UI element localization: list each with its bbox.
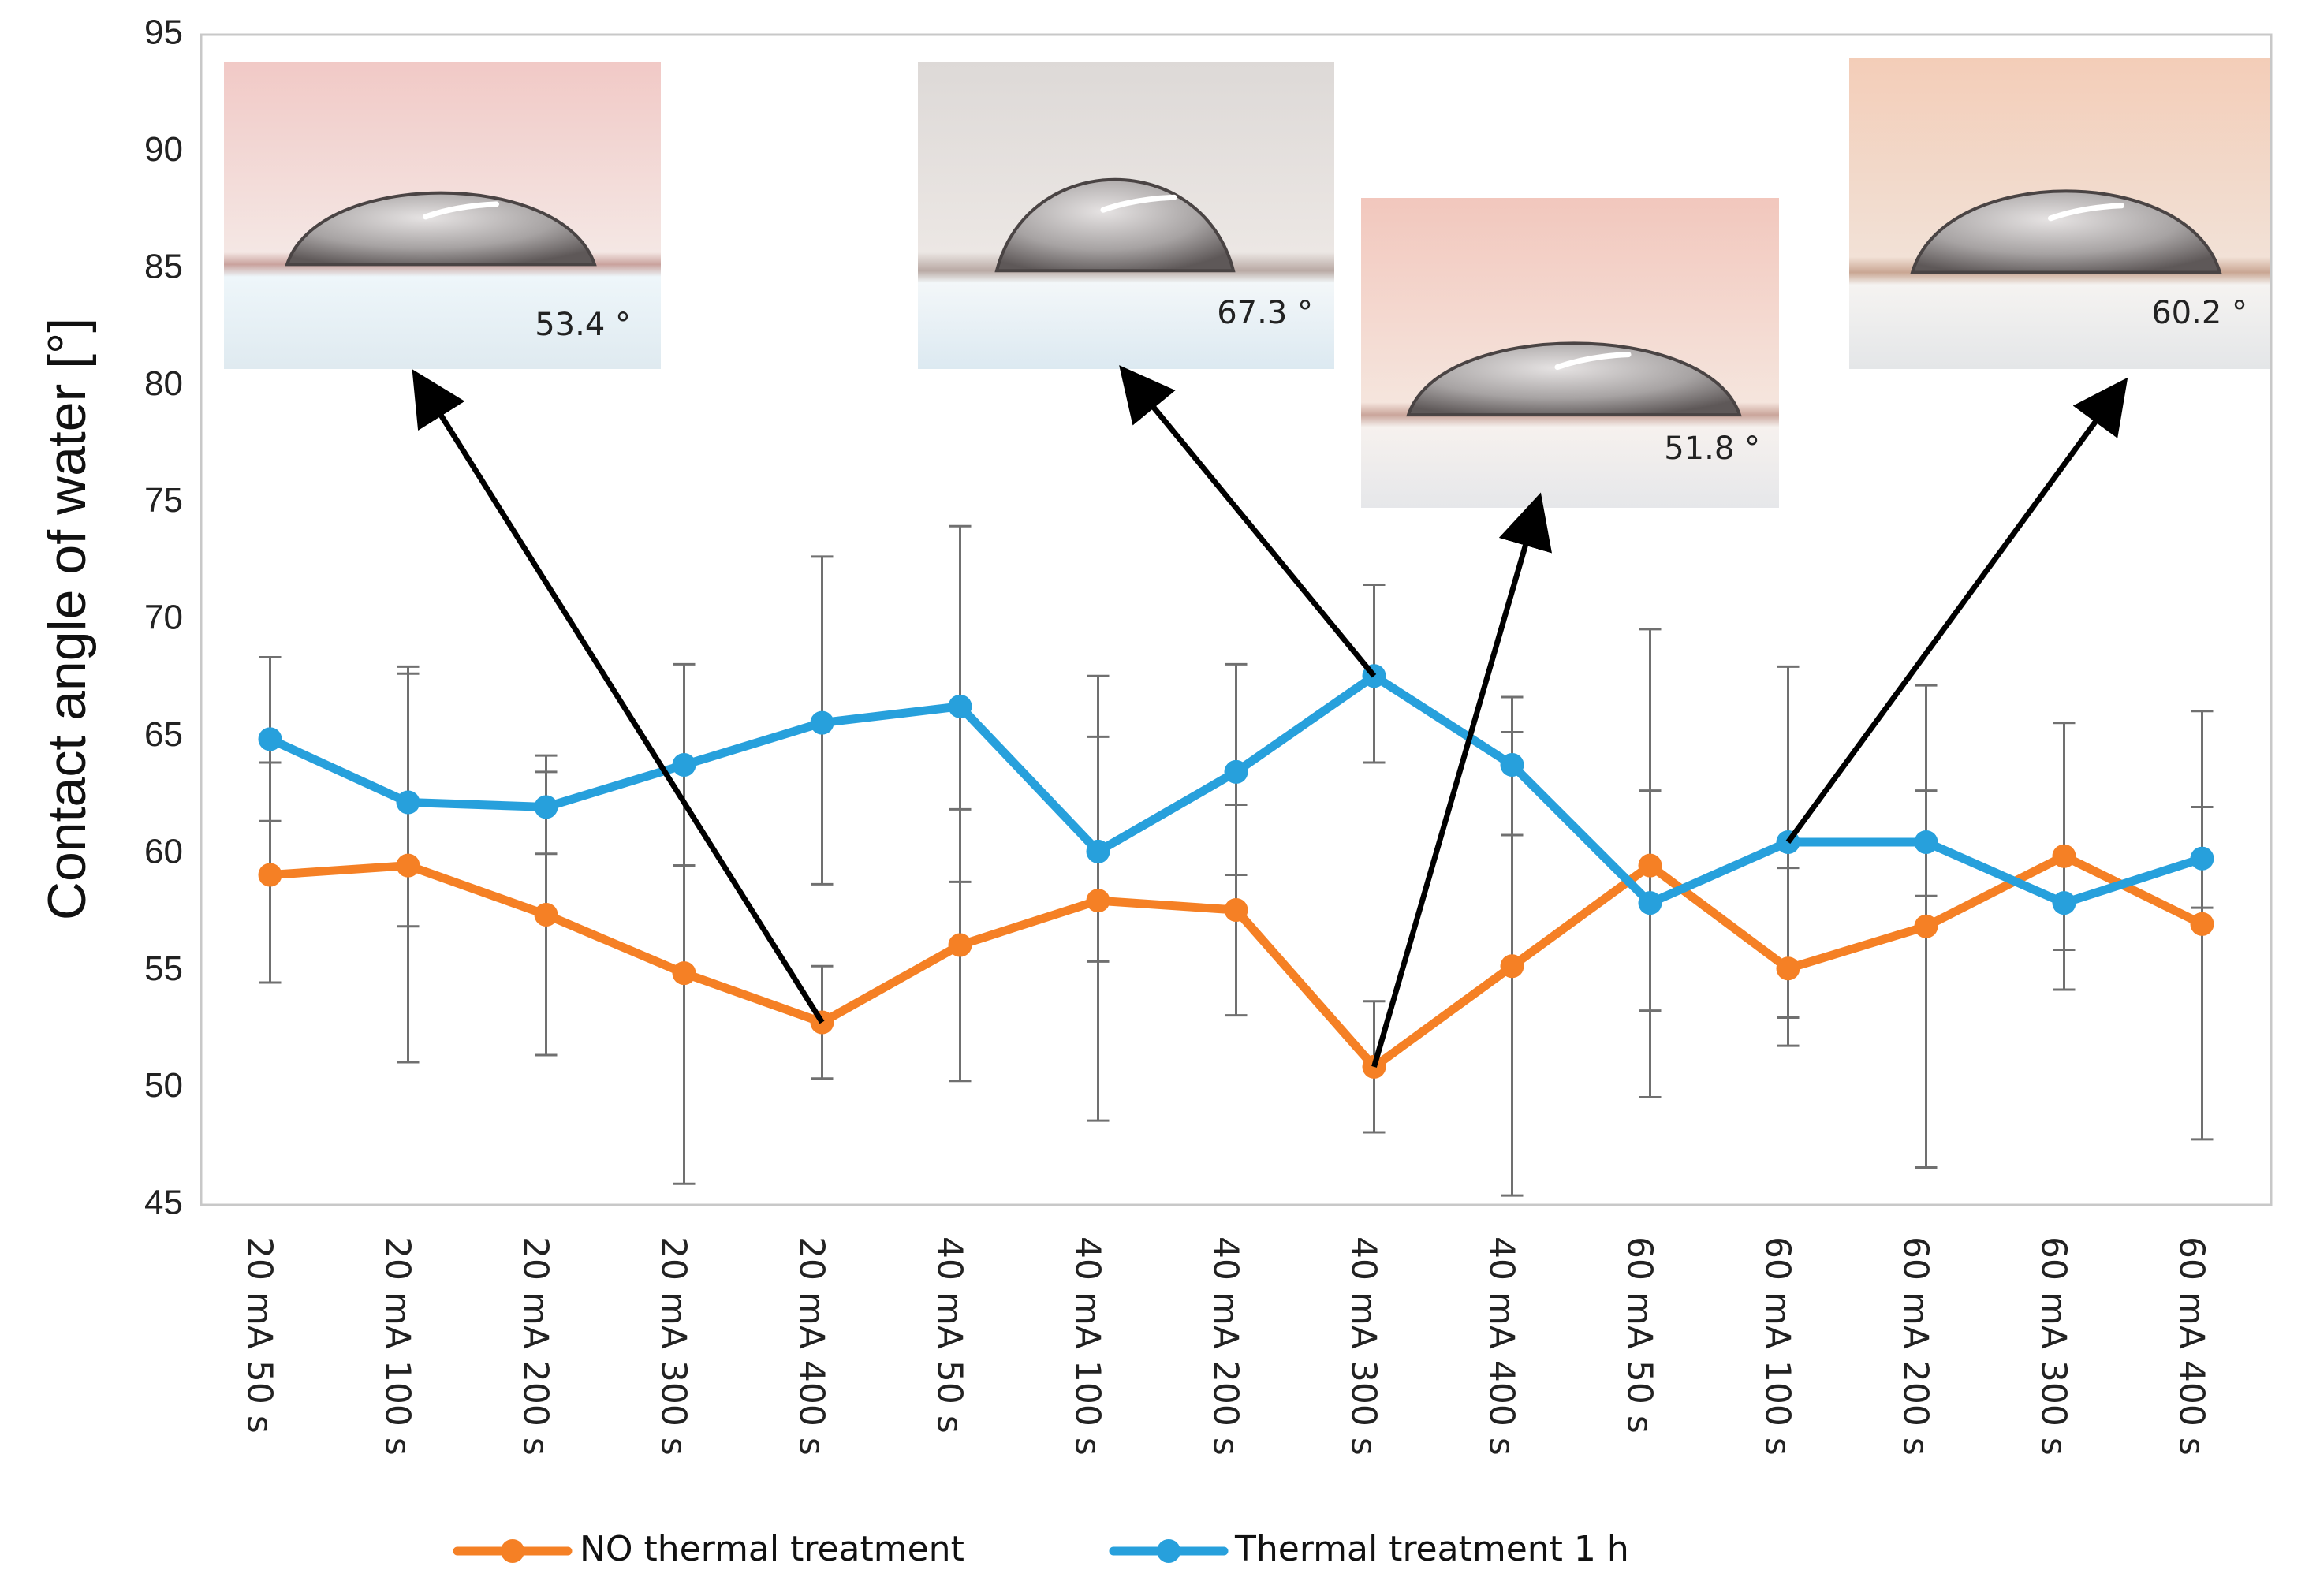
data-point-thermal-treatment-1h xyxy=(1914,830,1938,854)
droplet-photo: 67.3 ° xyxy=(918,62,1334,369)
contact-angle-value: 60.2 ° xyxy=(2151,295,2247,331)
y-tick-label: 50 xyxy=(144,1066,183,1105)
data-point-no-thermal-treatment xyxy=(948,933,972,957)
data-point-no-thermal-treatment xyxy=(2052,844,2076,868)
data-point-no-thermal-treatment xyxy=(2190,912,2214,936)
annotation-arrow xyxy=(1119,365,1377,678)
droplet-highlight xyxy=(2048,203,2124,222)
water-droplet xyxy=(1406,341,1742,417)
x-category-label: 20 mA 400 s xyxy=(792,1236,832,1456)
droplet-photo: 60.2 ° xyxy=(1849,58,2270,369)
y-tick-label: 85 xyxy=(144,247,183,285)
legend-label: Thermal treatment 1 h xyxy=(1234,1529,1629,1569)
data-point-no-thermal-treatment xyxy=(396,853,420,878)
y-tick-label: 65 xyxy=(144,715,183,754)
data-point-thermal-treatment-1h xyxy=(1086,839,1110,863)
x-category-label: 40 mA 300 s xyxy=(1344,1236,1384,1456)
data-point-thermal-treatment-1h xyxy=(810,710,834,735)
x-axis: 20 mA 50 s 20 mA 100 s 20 mA 200 s 20 mA 30… xyxy=(240,1236,2212,1456)
y-axis: 45 50 55 60 65 70 75 80 85 90 95 xyxy=(144,13,183,1222)
x-category-label: 60 mA 400 s xyxy=(2172,1236,2212,1456)
annotation-arrow xyxy=(1371,492,1553,1068)
annotation-arrows xyxy=(412,365,2128,1068)
x-category-label: 40 mA 200 s xyxy=(1206,1236,1246,1456)
data-point-no-thermal-treatment xyxy=(534,902,558,927)
contact-angle-value: 67.3 ° xyxy=(1217,295,1313,331)
contact-angle-value: 53.4 ° xyxy=(535,307,631,343)
x-category-label: 20 mA 100 s xyxy=(378,1236,418,1456)
x-category-label: 20 mA 200 s xyxy=(516,1236,556,1456)
x-category-label: 20 mA 300 s xyxy=(654,1236,694,1456)
data-point-thermal-treatment-1h xyxy=(258,727,282,751)
legend-swatch-marker xyxy=(501,1539,524,1563)
legend-item-thermal-treatment-1h: Thermal treatment 1 h xyxy=(1109,1529,1629,1569)
y-tick-label: 55 xyxy=(144,949,183,988)
droplet-photo: 51.8 ° xyxy=(1361,198,1779,508)
contact-angle-value: 51.8 ° xyxy=(1664,431,1760,467)
data-point-thermal-treatment-1h xyxy=(2190,846,2214,871)
data-point-no-thermal-treatment xyxy=(258,863,282,887)
data-point-thermal-treatment-1h xyxy=(2052,891,2076,915)
legend: NO thermal treatment Thermal treatment 1 … xyxy=(453,1529,1629,1569)
droplet-photo: 53.4 ° xyxy=(224,62,661,369)
y-tick-label: 80 xyxy=(144,364,183,403)
y-tick-label: 45 xyxy=(144,1184,183,1222)
x-category-label: 60 mA 200 s xyxy=(1896,1236,1936,1456)
data-point-thermal-treatment-1h xyxy=(396,790,420,815)
y-tick-label: 70 xyxy=(144,598,183,637)
droplet-highlight xyxy=(423,201,499,220)
data-point-no-thermal-treatment xyxy=(1224,898,1248,923)
annotation-arrow xyxy=(412,369,825,1024)
y-tick-label: 95 xyxy=(144,13,183,52)
x-category-label: 60 mA 100 s xyxy=(1758,1236,1798,1456)
x-category-label: 40 mA 100 s xyxy=(1068,1236,1108,1456)
data-point-no-thermal-treatment xyxy=(1086,889,1110,913)
x-category-label: 60 mA 50 s xyxy=(1620,1236,1660,1434)
annotation-arrow xyxy=(1785,377,2128,845)
data-point-thermal-treatment-1h xyxy=(1500,753,1524,777)
y-axis-label: Contact angle of water [°] xyxy=(37,318,97,920)
data-point-thermal-treatment-1h xyxy=(672,753,696,777)
x-category-label: 60 mA 300 s xyxy=(2034,1236,2074,1456)
droplet-highlight xyxy=(1100,194,1177,213)
droplet-highlight xyxy=(1554,352,1632,371)
x-category-label: 40 mA 400 s xyxy=(1482,1236,1522,1456)
x-category-label: 40 mA 50 s xyxy=(930,1236,970,1434)
data-point-no-thermal-treatment xyxy=(1776,956,1800,981)
water-droplet xyxy=(1910,189,2222,274)
legend-item-no-thermal-treatment: NO thermal treatment xyxy=(453,1529,964,1569)
water-droplet xyxy=(285,191,597,267)
y-tick-label: 60 xyxy=(144,832,183,871)
legend-swatch-marker xyxy=(1157,1539,1180,1563)
water-droplet xyxy=(994,177,1236,273)
droplet-photos: 53.4 ° 67.3 ° 51.8 ° 60.2 ° xyxy=(224,58,2270,508)
data-point-no-thermal-treatment xyxy=(672,961,696,986)
data-point-no-thermal-treatment xyxy=(1500,954,1524,979)
y-tick-label: 75 xyxy=(144,481,183,520)
data-point-no-thermal-treatment xyxy=(1914,914,1938,938)
data-point-no-thermal-treatment xyxy=(1638,853,1662,878)
data-point-thermal-treatment-1h xyxy=(948,694,972,718)
legend-label: NO thermal treatment xyxy=(580,1529,964,1569)
y-tick-label: 90 xyxy=(144,130,183,169)
data-point-thermal-treatment-1h xyxy=(1638,891,1662,915)
data-point-thermal-treatment-1h xyxy=(1224,759,1248,784)
data-point-thermal-treatment-1h xyxy=(534,795,558,819)
x-category-label: 20 mA 50 s xyxy=(240,1236,280,1434)
